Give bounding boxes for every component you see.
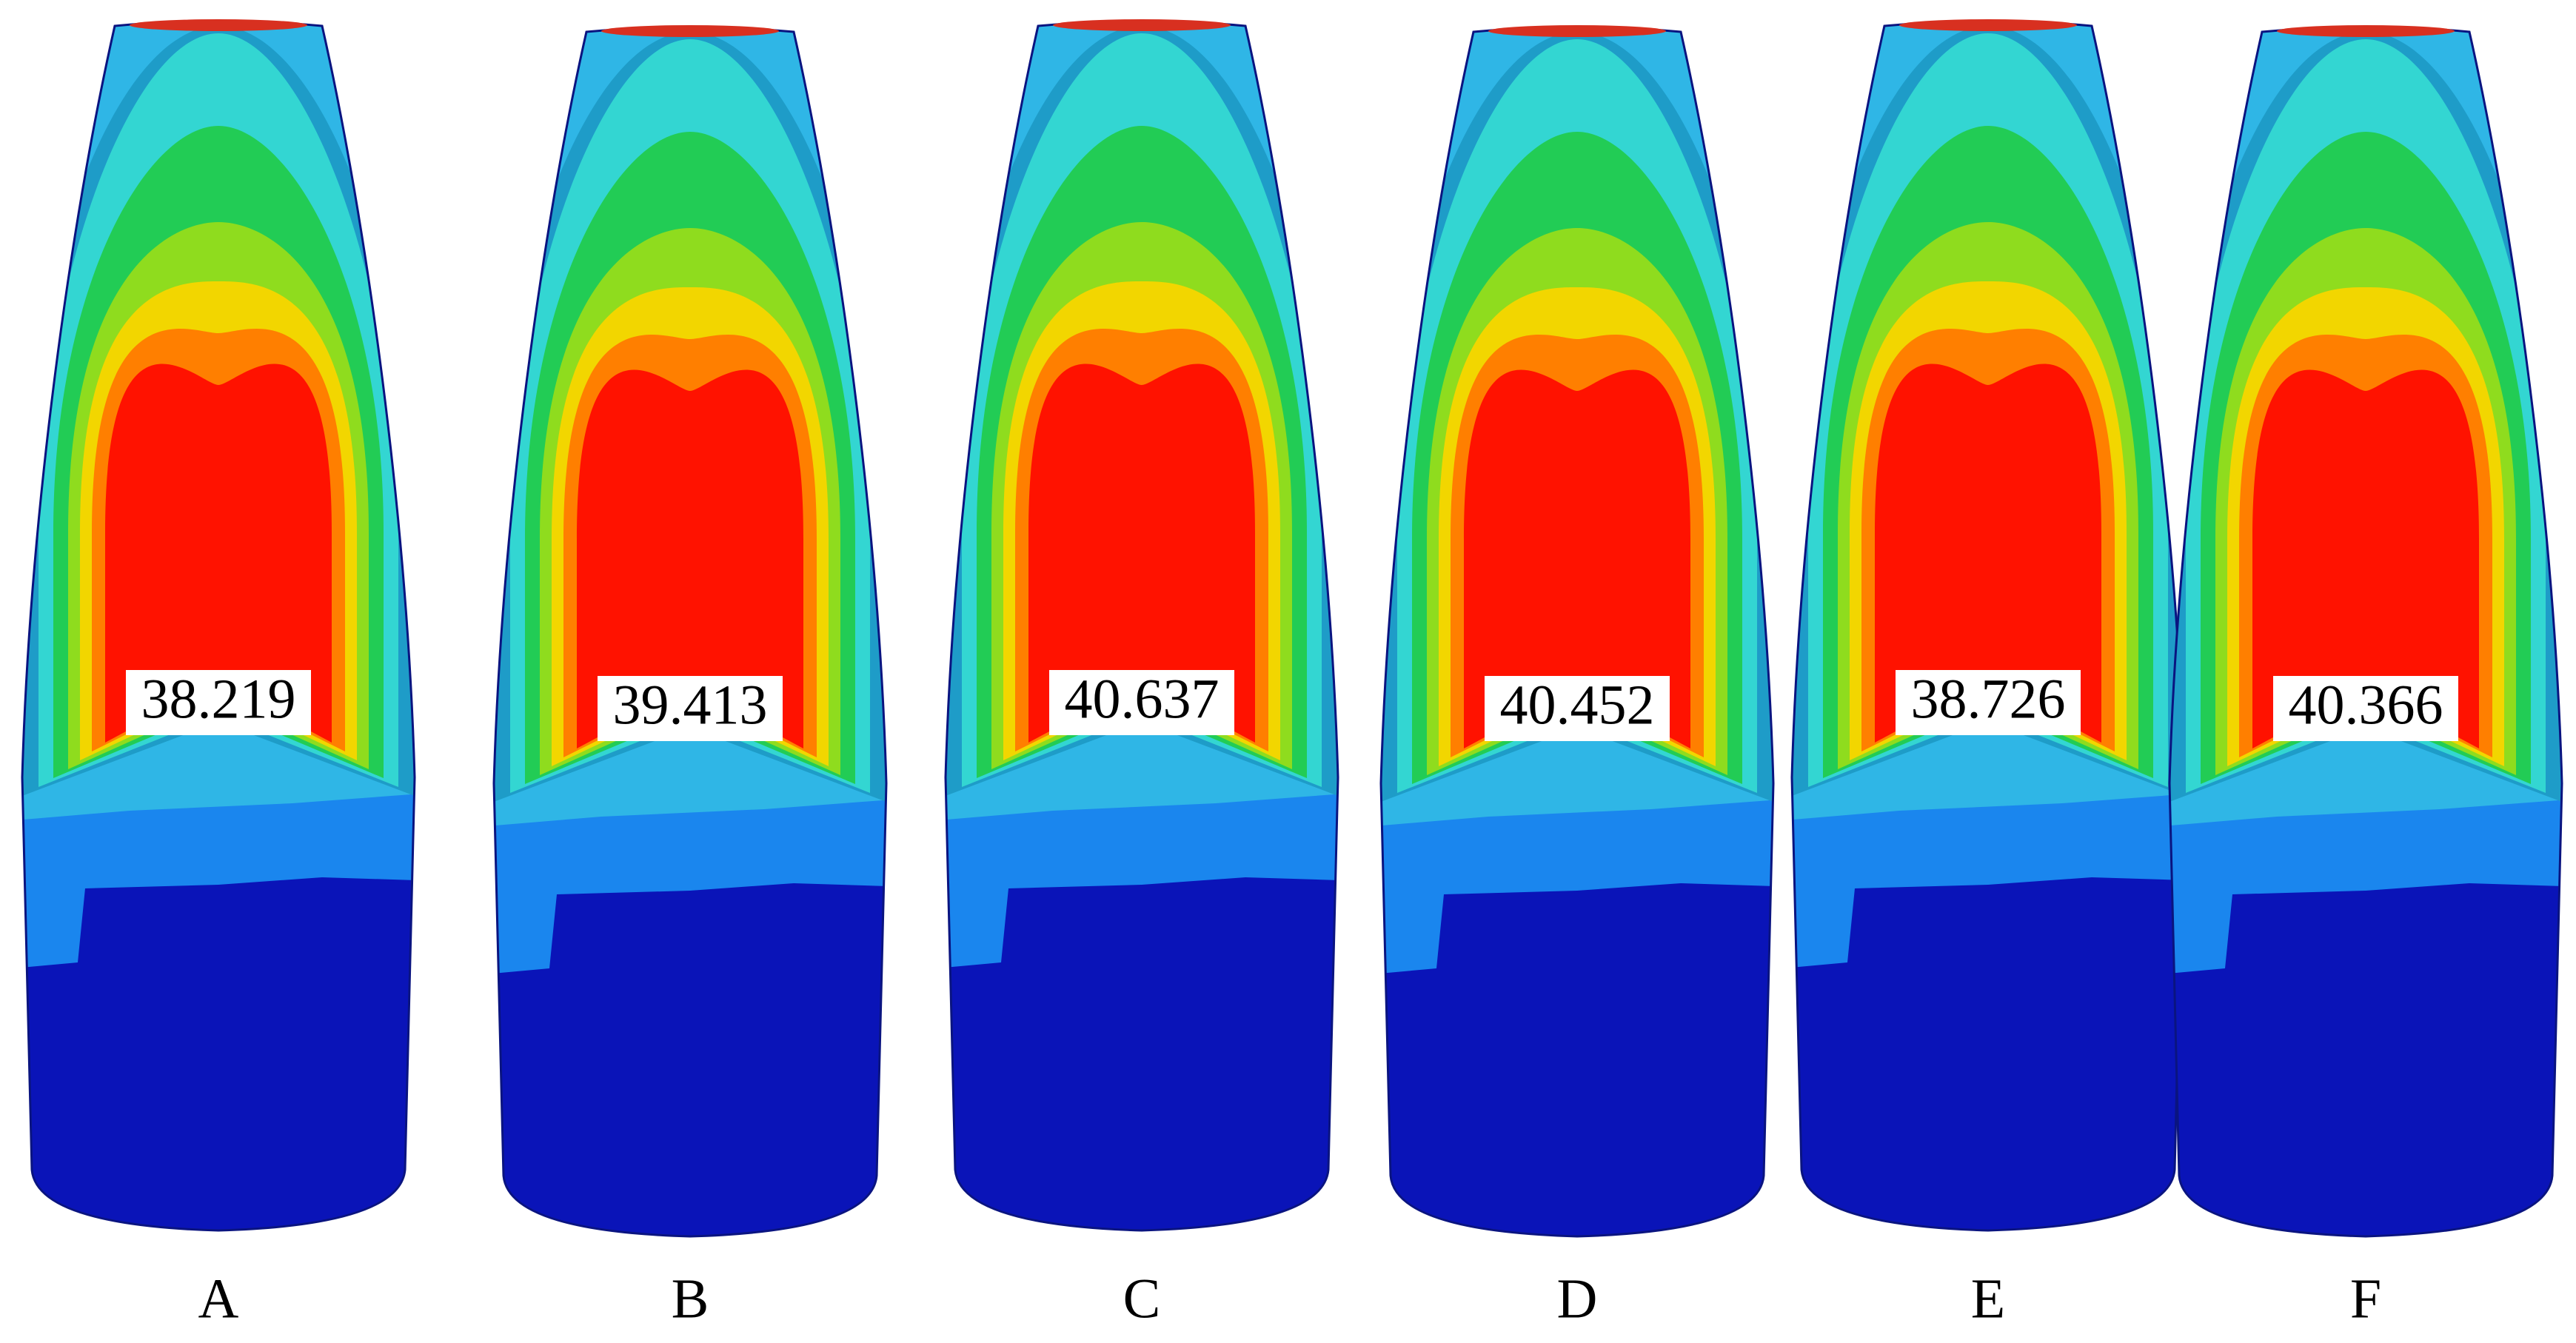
panel-label: E bbox=[1971, 1267, 2005, 1330]
panel-label: B bbox=[672, 1267, 709, 1330]
tooth-top bbox=[601, 25, 779, 37]
tooth-top bbox=[2277, 25, 2455, 37]
tooth: 38.726 bbox=[1790, 19, 2186, 1232]
tooth: 40.366 bbox=[2168, 25, 2563, 1238]
tooth: 38.219 bbox=[21, 19, 416, 1232]
panel-label: D bbox=[1557, 1267, 1598, 1330]
tooth-contours bbox=[1792, 21, 2184, 1230]
value-label: 39.413 bbox=[613, 674, 768, 736]
value-label: 38.726 bbox=[1911, 668, 2066, 730]
value-label: 40.637 bbox=[1065, 668, 1220, 730]
panel-label: C bbox=[1123, 1267, 1161, 1330]
stress-band bbox=[1464, 369, 1690, 748]
value-box bbox=[1485, 676, 1670, 741]
value-box bbox=[1049, 670, 1234, 735]
value-box bbox=[126, 670, 311, 735]
tooth-contours bbox=[22, 21, 415, 1230]
stress-band bbox=[1875, 364, 2101, 743]
tooth-outline bbox=[1790, 20, 2186, 1232]
tooth-outline bbox=[492, 26, 888, 1238]
panel-label: A bbox=[198, 1267, 239, 1330]
value-label: 38.219 bbox=[141, 668, 296, 730]
tooth-contours bbox=[1381, 27, 1773, 1236]
tooth-outline bbox=[2168, 26, 2563, 1238]
stress-band bbox=[2252, 369, 2479, 748]
panel-label: F bbox=[2350, 1267, 2381, 1330]
tooth: 39.413 bbox=[492, 25, 888, 1238]
stress-band bbox=[105, 364, 332, 743]
tooth-top bbox=[130, 19, 307, 31]
tooth-contours bbox=[946, 21, 1338, 1230]
tooth-outline bbox=[21, 20, 416, 1232]
tooth-contours bbox=[2169, 27, 2562, 1236]
value-box bbox=[1896, 670, 2081, 735]
tooth: 40.637 bbox=[944, 19, 1339, 1232]
tooth-top bbox=[1488, 25, 1666, 37]
value-box bbox=[2273, 676, 2458, 741]
value-label: 40.366 bbox=[2289, 674, 2443, 736]
value-box bbox=[598, 676, 783, 741]
tooth-contours bbox=[494, 27, 886, 1236]
tooth-top bbox=[1053, 19, 1231, 31]
stress-band bbox=[577, 369, 803, 748]
tooth: 40.452 bbox=[1379, 25, 1775, 1238]
value-label: 40.452 bbox=[1500, 674, 1655, 736]
tooth-outline bbox=[944, 20, 1339, 1232]
stress-band bbox=[1028, 364, 1255, 743]
tooth-outline bbox=[1379, 26, 1775, 1238]
tooth-top bbox=[1899, 19, 2077, 31]
